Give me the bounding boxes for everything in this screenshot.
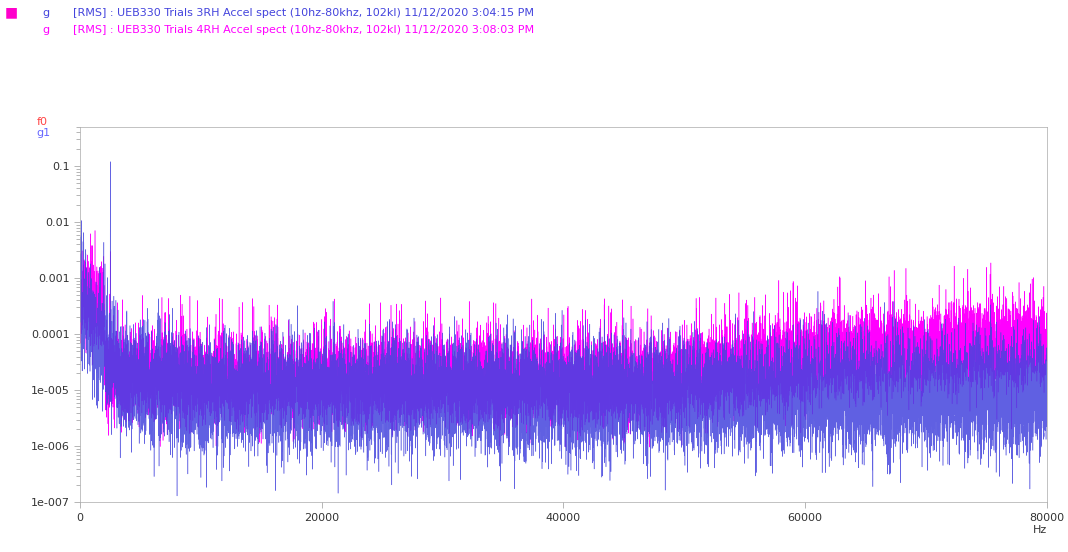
Text: g1: g1 xyxy=(36,128,51,138)
Text: g: g xyxy=(43,8,50,18)
Text: f0: f0 xyxy=(36,117,48,127)
Text: g: g xyxy=(43,25,50,35)
Text: [RMS] : UEB330 Trials 3RH Accel spect (10hz-80khz, 102kl) 11/12/2020 3:04:15 PM: [RMS] : UEB330 Trials 3RH Accel spect (1… xyxy=(73,8,534,18)
Text: Hz: Hz xyxy=(1033,525,1047,535)
Text: [RMS] : UEB330 Trials 4RH Accel spect (10hz-80khz, 102kl) 11/12/2020 3:08:03 PM: [RMS] : UEB330 Trials 4RH Accel spect (1… xyxy=(73,25,534,35)
Text: ■: ■ xyxy=(4,6,17,19)
